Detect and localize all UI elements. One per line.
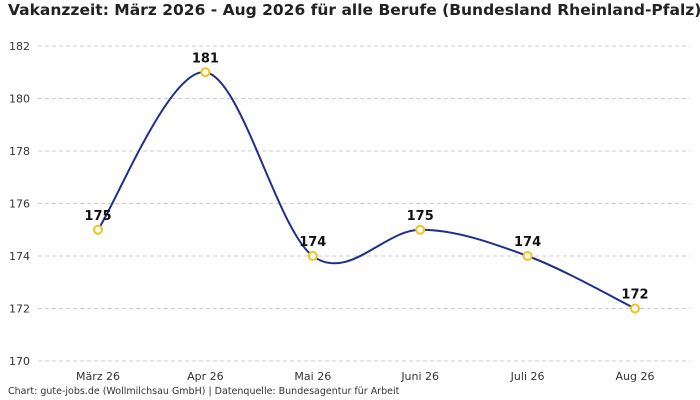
data-label: 172	[621, 288, 648, 303]
x-tick-label: Juli 26	[510, 370, 545, 383]
data-label: 174	[514, 235, 541, 250]
source-footer: Chart: gute-jobs.de (Wollmilchsau GmbH) …	[8, 386, 400, 397]
data-point	[93, 224, 103, 235]
y-tick-label: 182	[9, 40, 30, 53]
data-label: 175	[407, 209, 434, 224]
data-point	[630, 303, 640, 314]
chart-title: Vakanzzeit: März 2026 - Aug 2026 für all…	[8, 1, 700, 19]
y-tick-label: 178	[9, 145, 30, 158]
data-point	[307, 251, 318, 261]
x-tick-label: Mai 26	[294, 370, 331, 383]
data-label: 174	[299, 235, 326, 250]
x-tick-label: März 26	[76, 370, 120, 383]
data-label: 181	[192, 51, 219, 66]
data-point	[200, 67, 211, 78]
y-tick-label: 172	[9, 303, 30, 316]
y-tick-label: 170	[9, 355, 30, 368]
y-tick-label: 176	[9, 198, 30, 211]
y-tick-label: 174	[9, 250, 30, 263]
data-point	[415, 224, 426, 235]
data-label: 175	[84, 209, 111, 224]
y-tick-label: 180	[9, 93, 30, 106]
x-tick-label: Apr 26	[187, 370, 224, 383]
x-tick-label: Juni 26	[400, 370, 439, 383]
data-point	[522, 251, 533, 261]
x-tick-label: Aug 26	[616, 370, 655, 383]
series-line	[97, 71, 636, 310]
